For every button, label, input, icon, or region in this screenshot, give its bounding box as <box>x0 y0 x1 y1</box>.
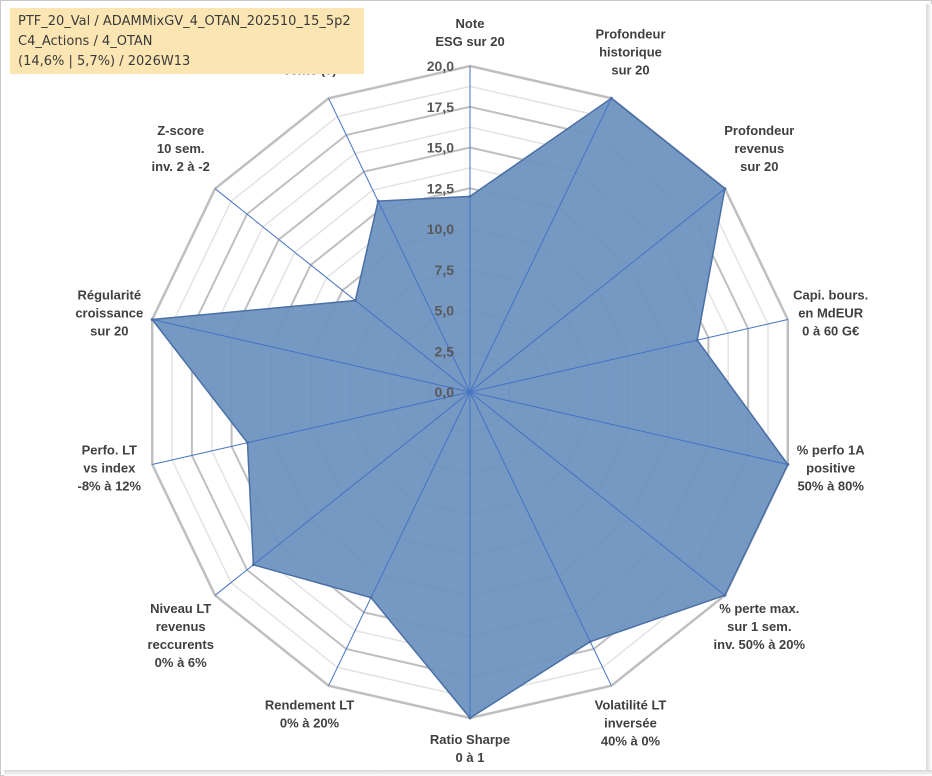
data-point <box>468 716 472 720</box>
tick-label: 12,5 <box>427 180 454 196</box>
frame-shadow-right <box>926 4 932 776</box>
data-point <box>468 194 472 198</box>
axis-label: historique <box>599 45 662 60</box>
axis-spoke <box>469 391 788 465</box>
axis-label: positive <box>806 460 855 475</box>
tick-label: 5,0 <box>435 303 455 319</box>
axis-spoke <box>469 319 788 393</box>
axis-spoke <box>469 391 726 596</box>
axis-spoke <box>469 391 612 686</box>
axis-spoke <box>328 98 471 393</box>
axis-label: Volatilité LT <box>595 698 667 713</box>
data-point <box>246 441 249 445</box>
data-point <box>376 199 380 203</box>
axis-label: reccurents <box>147 637 213 652</box>
axis-label: inv. 50% à 20% <box>714 637 806 652</box>
tick-label: 2,5 <box>435 343 455 359</box>
data-point <box>251 563 255 567</box>
axis-label: Régularité <box>78 288 142 303</box>
axis-spoke <box>152 391 471 465</box>
axis-label: vs index <box>83 460 136 475</box>
axis-label: 50% à 80% <box>797 478 864 493</box>
axis-label: Ratio Sharpe <box>430 732 510 747</box>
portfolio-name: PTF_20_Val / ADAMMixGV_4_OTAN_202510_15_… <box>18 14 351 29</box>
axis-label: 0% à 20% <box>280 716 340 731</box>
frame-shadow-bottom <box>4 770 932 776</box>
axis-spoke <box>214 188 471 393</box>
tick-label: 10,0 <box>427 221 454 237</box>
data-point <box>723 593 727 597</box>
axis-spoke <box>214 391 471 596</box>
axis-label: 40% à 0% <box>601 734 661 749</box>
tick-label: 0,0 <box>435 384 455 400</box>
portfolio-category: C4_Actions / 4_OTAN <box>18 34 153 49</box>
data-point <box>353 299 357 302</box>
axis-label: sur 20 <box>90 324 128 339</box>
tick-label: 20,0 <box>427 58 454 74</box>
data-point <box>150 318 154 321</box>
data-point <box>786 463 790 466</box>
axis-label: % perte max. <box>719 601 799 616</box>
data-point <box>695 338 699 342</box>
axis-label: sur 20 <box>611 63 649 78</box>
axis-label: -8% à 12% <box>78 478 142 493</box>
axis-label: Rendement LT <box>265 698 354 713</box>
axis-label: 0% à 6% <box>155 655 207 670</box>
axis-label: ESG sur 20 <box>435 34 504 49</box>
portfolio-info-box: PTF_20_Val / ADAMMixGV_4_OTAN_202510_15_… <box>10 8 364 74</box>
axis-label: Profondeur <box>724 123 794 138</box>
axis-label: 10 sem. <box>157 141 205 156</box>
axis-label: revenus <box>734 141 784 156</box>
axis-label: inv. 2 à -2 <box>152 159 210 174</box>
tick-label: 15,0 <box>427 140 454 156</box>
axis-label: en MdEUR <box>798 306 864 321</box>
axis-label: inversée <box>604 716 657 731</box>
portfolio-stats: (14,6% | 5,7%) / 2026W13 <box>18 54 191 69</box>
axis-label: % perfo 1A <box>797 442 866 457</box>
axis-spoke <box>328 391 471 686</box>
axis-spoke <box>469 188 726 393</box>
axis-label: Z-score <box>157 123 204 138</box>
axis-label: 0 à 1 <box>456 750 485 765</box>
data-point <box>369 596 373 600</box>
axis-label: Niveau LT <box>150 601 211 616</box>
tick-label: 17,5 <box>427 99 454 115</box>
axis-label: Profondeur <box>595 27 665 42</box>
axis-spoke <box>469 98 612 393</box>
axis-label: sur 20 <box>740 159 778 174</box>
axis-label: revenus <box>156 619 206 634</box>
tick-label: 7,5 <box>435 262 455 278</box>
axis-label: Note <box>456 16 485 31</box>
axis-label: Capi. bours. <box>793 288 868 303</box>
axis-label: Perfo. LT <box>82 442 137 457</box>
axis-spoke <box>152 319 471 393</box>
data-point <box>588 640 592 644</box>
data-point <box>609 96 613 100</box>
axis-label: croissance <box>75 306 143 321</box>
axis-label: 0 à 60 G€ <box>802 324 859 339</box>
data-point <box>723 187 727 191</box>
axis-label: sur 1 sem. <box>727 619 791 634</box>
